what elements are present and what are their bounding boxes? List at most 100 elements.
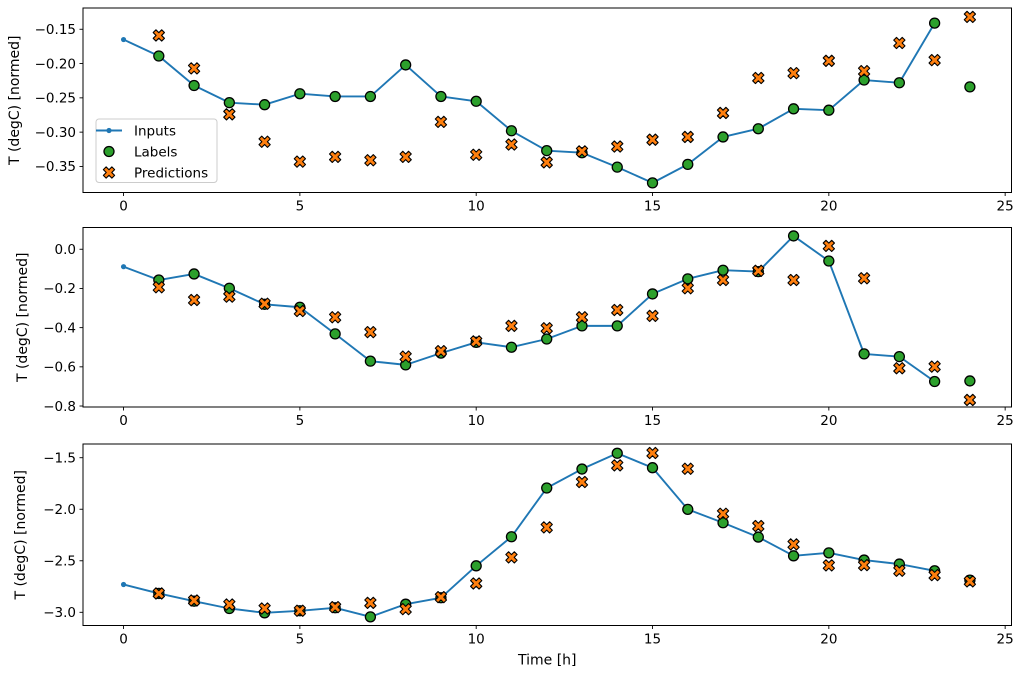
inputs-dot-marker — [120, 581, 127, 588]
label-circle-marker — [541, 482, 553, 494]
label-circle-marker — [787, 230, 800, 242]
prediction-x-marker — [328, 150, 342, 164]
prediction-x-marker — [893, 564, 906, 577]
x-tick-label: 5 — [296, 199, 305, 215]
prediction-x-marker — [328, 311, 342, 324]
legend-label: Labels — [134, 144, 177, 160]
prediction-x-marker — [928, 360, 941, 373]
prediction-x-marker — [857, 558, 871, 572]
x-tick-label: 15 — [644, 413, 661, 429]
prediction-x-marker — [646, 133, 659, 146]
panel-1: 0 5 10 15 20 25 −0.15 −0.20 −0.25 −0.30 −0.35 T (de… — [7, 7, 1014, 215]
y-axis-label: T (degC) [normed] — [7, 35, 23, 166]
label-circle-marker — [470, 95, 482, 107]
label-circle-marker — [611, 161, 623, 173]
label-circle-marker — [928, 375, 941, 388]
prediction-x-marker — [752, 264, 765, 277]
x-axis-label: Time [h] — [517, 653, 577, 669]
label-circle-marker — [928, 17, 941, 29]
axes-spines — [82, 227, 1012, 408]
y-tick-label: −0.30 — [35, 125, 76, 141]
label-circle-marker — [964, 81, 976, 93]
panel-2: 0 5 10 15 20 25 0.0 −0.2 −0.4 −0.6 −0.8 T (degC) [n… — [15, 227, 1014, 429]
prediction-x-marker — [928, 53, 941, 67]
label-circle-marker — [752, 123, 764, 135]
predictions-scatter — [152, 446, 977, 617]
prediction-x-marker — [328, 600, 342, 614]
legend-x-marker — [102, 166, 116, 179]
y-axis-ticks: −1.5 −2.0 −2.5 −3.0 — [43, 451, 83, 621]
x-tick-label: 20 — [820, 199, 837, 215]
label-circle-marker — [611, 320, 623, 332]
label-circle-marker — [364, 611, 377, 623]
legend-label: Predictions — [134, 165, 208, 181]
prediction-x-marker — [963, 393, 977, 407]
y-axis-ticks: −0.15 −0.20 −0.25 −0.30 −0.35 — [35, 22, 83, 175]
prediction-x-marker — [470, 148, 483, 161]
label-circle-marker — [364, 90, 377, 103]
x-tick-label: 0 — [119, 199, 128, 215]
prediction-x-marker — [540, 521, 553, 534]
prediction-x-marker — [681, 130, 694, 144]
y-axis-label: T (degC) [normed] — [13, 470, 29, 601]
prediction-x-marker — [540, 322, 553, 335]
label-circle-marker — [541, 333, 553, 345]
prediction-x-marker — [787, 273, 800, 287]
axes-spines — [82, 7, 1012, 193]
legend-label: Inputs — [134, 123, 176, 139]
prediction-x-marker — [152, 29, 165, 42]
x-axis-ticks: 0 5 10 15 20 25 — [119, 625, 1014, 648]
inputs-path — [123, 22, 936, 184]
label-circle-marker — [294, 88, 306, 100]
y-axis-ticks: 0.0 −0.2 −0.4 −0.6 −0.8 — [43, 242, 83, 415]
prediction-x-marker — [187, 594, 201, 607]
y-axis-label: T (degC) [normed] — [15, 252, 31, 383]
y-tick-label: −0.4 — [43, 320, 76, 336]
label-circle-marker — [682, 158, 694, 171]
legend-box — [95, 118, 218, 183]
legend-entry-labels: Labels — [103, 144, 177, 160]
prediction-x-marker — [434, 115, 448, 129]
label-circle-marker — [505, 341, 518, 353]
x-tick-label: 0 — [119, 632, 128, 648]
prediction-x-marker — [223, 290, 236, 303]
inputs-dot-marker — [120, 36, 127, 43]
prediction-x-marker — [293, 304, 307, 318]
y-tick-label: −3.0 — [43, 605, 76, 621]
x-tick-label: 5 — [296, 632, 305, 648]
plot-area — [120, 446, 977, 623]
prediction-x-marker — [893, 362, 906, 375]
prediction-x-marker — [716, 106, 730, 120]
prediction-x-marker — [258, 297, 271, 310]
prediction-x-marker — [258, 602, 271, 615]
label-circle-marker — [576, 463, 588, 475]
prediction-x-marker — [434, 590, 448, 604]
x-tick-label: 15 — [644, 632, 661, 648]
x-tick-label: 0 — [119, 413, 128, 429]
label-circle-marker — [505, 125, 518, 137]
predictions-scatter — [152, 10, 977, 169]
prediction-x-marker — [152, 281, 165, 294]
prediction-x-marker — [399, 350, 412, 363]
x-axis-ticks: 0 5 10 15 20 25 — [119, 407, 1014, 429]
y-tick-label: −2.5 — [43, 554, 76, 570]
y-tick-label: −0.20 — [35, 56, 76, 72]
label-circle-marker — [611, 447, 623, 459]
prediction-x-marker — [187, 62, 201, 75]
y-tick-label: −2.0 — [43, 502, 76, 518]
legend-circle-marker — [103, 145, 115, 158]
label-circle-marker — [823, 547, 835, 559]
y-tick-label: 0.0 — [55, 242, 76, 258]
prediction-x-marker — [505, 138, 518, 151]
x-tick-label: 10 — [468, 632, 485, 648]
prediction-x-marker — [787, 538, 800, 551]
x-tick-label: 5 — [296, 413, 305, 429]
prediction-x-marker — [611, 140, 624, 153]
prediction-x-marker — [187, 293, 201, 307]
x-axis-ticks: 0 5 10 15 20 25 — [119, 192, 1014, 215]
label-circle-marker — [541, 145, 553, 157]
label-circle-marker — [717, 517, 729, 529]
label-circle-marker — [188, 79, 200, 92]
label-circle-marker — [682, 503, 694, 515]
